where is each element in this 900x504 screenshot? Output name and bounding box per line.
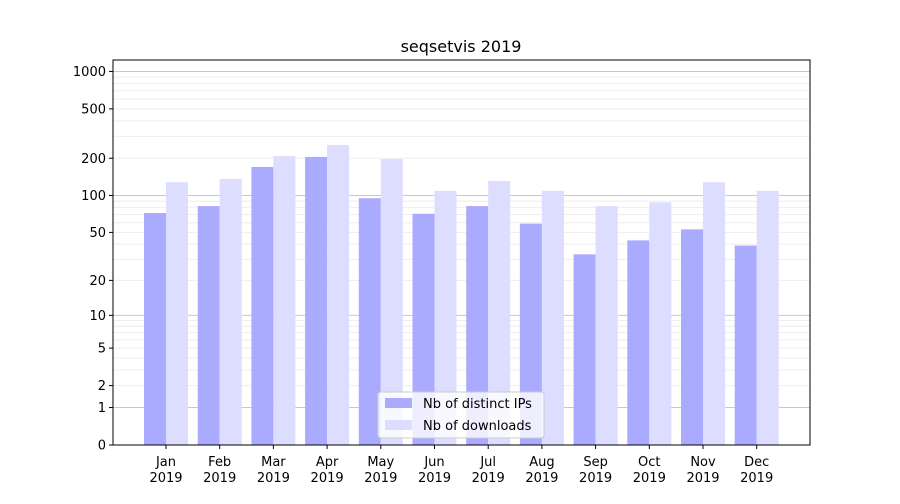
y-tick-label: 100 — [81, 189, 106, 204]
bar-ips-6 — [466, 206, 489, 445]
legend-label-downloads: Nb of downloads — [423, 419, 532, 434]
bar-ips-11 — [734, 245, 757, 445]
bar-downloads-1 — [219, 178, 242, 446]
bar-ips-1 — [197, 206, 220, 445]
bar-ips-3 — [305, 156, 328, 446]
x-tick-label: Jun 2019 — [418, 455, 451, 486]
x-tick-label: Jan 2019 — [149, 455, 182, 486]
bar-ips-10 — [681, 229, 703, 445]
bar-downloads-4 — [380, 159, 403, 445]
bar-downloads-5 — [434, 190, 457, 445]
x-tick-label: Dec 2019 — [740, 455, 773, 486]
x-tick-label: Nov 2019 — [686, 455, 719, 486]
y-tick-label: 5 — [98, 342, 106, 357]
bar-ips-5 — [412, 213, 435, 445]
y-tick-label: 2 — [98, 379, 106, 394]
legend-swatch-downloads — [385, 420, 412, 430]
x-tick-label: Apr 2019 — [311, 455, 344, 486]
bar-downloads-9 — [649, 202, 672, 445]
y-axis: 0 1 2 5 10 20 50 100 200 500 1000 — [73, 65, 113, 454]
x-tick-label: Aug 2019 — [525, 455, 558, 486]
legend: Nb of distinct IPs Nb of downloads — [377, 391, 545, 439]
bar-downloads-10 — [703, 182, 725, 446]
plot-frame — [112, 59, 811, 446]
x-tick-label: Sep 2019 — [579, 455, 612, 486]
bar-ips-2 — [251, 166, 274, 445]
y-tick-label: 1 — [98, 401, 106, 416]
y-tick-label: 200 — [81, 152, 106, 167]
y-tick-label: 0 — [98, 439, 106, 454]
bar-ips-9 — [627, 240, 650, 445]
y-tick-label: 50 — [89, 226, 106, 241]
bars — [144, 144, 779, 446]
x-axis: Jan 2019 Feb 2019 Mar 2019 Apr 2019 May 2019 Jun 20… — [149, 445, 773, 486]
x-tick-label: Feb 2019 — [203, 455, 236, 486]
y-tick-label: 500 — [81, 102, 106, 117]
bar-ips-8 — [573, 254, 596, 445]
bar-downloads-7 — [541, 190, 564, 445]
chart-title: seqsetvis 2019 — [401, 37, 522, 56]
bar-downloads-2 — [273, 156, 296, 445]
y-tick-label: 20 — [89, 274, 106, 289]
legend-swatch-ips — [385, 398, 412, 408]
legend-label-ips: Nb of distinct IPs — [423, 397, 532, 412]
x-tick-label: Mar 2019 — [257, 455, 290, 486]
bar-downloads-8 — [595, 206, 618, 445]
bar-downloads-0 — [166, 182, 188, 446]
bar-downloads-11 — [756, 190, 779, 445]
bar-downloads-3 — [327, 144, 350, 446]
x-tick-label: Jul 2019 — [472, 455, 505, 486]
y-tick-label: 10 — [89, 309, 106, 324]
x-tick-label: May 2019 — [364, 455, 397, 486]
bar-ips-4 — [358, 198, 381, 445]
y-tick-label: 1000 — [73, 65, 106, 80]
bar-downloads-6 — [488, 180, 511, 446]
bar-ips-0 — [144, 213, 166, 445]
bar-ips-7 — [519, 223, 542, 445]
x-tick-label: Oct 2019 — [633, 455, 666, 486]
